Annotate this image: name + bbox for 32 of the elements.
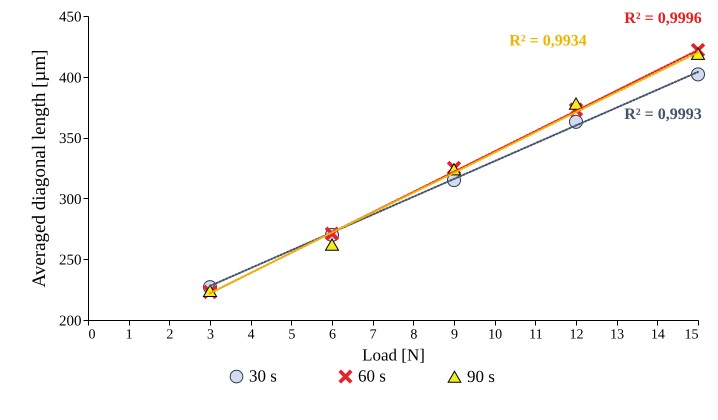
x-tick-label: 9: [451, 328, 458, 342]
point: [568, 97, 584, 110]
x-tick-label: 15: [684, 328, 698, 342]
y-tick-label: 250: [59, 252, 82, 269]
x-tick-label: 13: [610, 328, 624, 342]
x-tick-label: 8: [410, 328, 418, 342]
legend-label: 60 s: [358, 366, 386, 386]
x-tick-label: 2: [166, 328, 174, 342]
x-tick-label: 14: [650, 328, 665, 342]
x-axis-title: Load [N]: [362, 346, 425, 364]
y-tick-label: 450: [59, 10, 82, 26]
x-tick-label: 4: [248, 328, 255, 342]
x-tick-label: 3: [207, 328, 214, 342]
x-tick-label: 10: [488, 328, 502, 342]
legend-label: 30 s: [249, 366, 277, 386]
x-tick-label: 0: [88, 328, 96, 342]
annotation: R² = 0,9934: [509, 32, 587, 50]
y-axis-title: Averaged diagonal length [µm]: [29, 50, 50, 288]
x-tick-label: 6: [329, 328, 336, 342]
x-tick-label: 11: [529, 328, 543, 342]
y-tick-label: 200: [59, 314, 82, 330]
x-tick-label: 12: [570, 328, 584, 342]
x-tick-label: 7: [370, 328, 377, 342]
annotation: R² = 0,9993: [624, 106, 702, 123]
y-tick-label: 300: [59, 192, 82, 208]
x-tick-label: 1: [126, 328, 133, 342]
annotation: R² = 0,9996: [624, 10, 702, 28]
legend-label: 90 s: [467, 366, 495, 386]
point: [324, 238, 340, 251]
y-tick-label: 400: [59, 70, 82, 86]
y-tick-label: 350: [59, 131, 82, 148]
x-tick-label: 5: [288, 328, 296, 342]
